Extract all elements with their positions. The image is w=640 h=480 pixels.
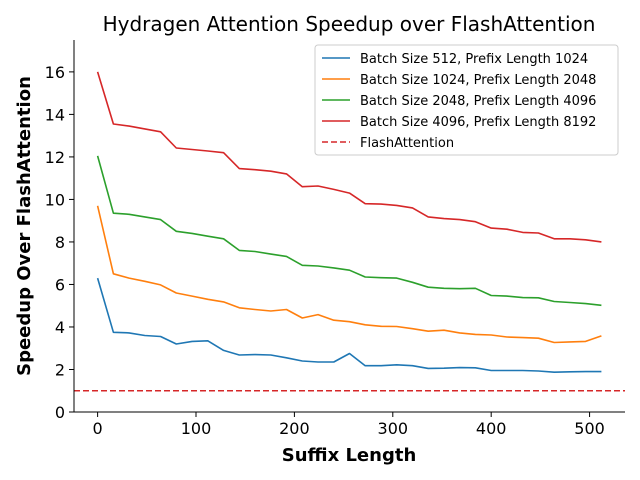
y-tick-label: 0 [55, 403, 65, 422]
y-axis-label: Speedup Over FlashAttention [14, 76, 35, 376]
legend-label-5: FlashAttention [360, 136, 454, 151]
y-tick-label: 6 [55, 275, 65, 294]
x-tick-label: 300 [378, 419, 409, 438]
plot-lines [74, 71, 625, 392]
y-tick-label: 8 [55, 233, 65, 252]
series-line-3 [96, 155, 602, 307]
series-line-1 [96, 277, 602, 374]
y-tick-label: 12 [45, 148, 65, 167]
y-tick-label: 14 [45, 105, 65, 124]
x-tick-label: 400 [476, 419, 507, 438]
axis-ticks: 0 100 200 300 400 500 0 2 4 6 8 10 12 14 16 [45, 63, 605, 438]
y-tick-label: 10 [45, 190, 65, 209]
x-tick-label: 500 [574, 419, 605, 438]
legend: Batch Size 512, Prefix Length 1024 Batch … [314, 44, 619, 156]
series-line-4 [96, 71, 602, 243]
x-tick-label: 100 [181, 419, 212, 438]
y-tick-label: 2 [55, 360, 65, 379]
x-axis-label: Suffix Length [282, 445, 417, 466]
y-tick-label: 4 [55, 318, 65, 337]
legend-box [314, 44, 619, 156]
x-tick-label: 200 [279, 419, 310, 438]
legend-label-4: Batch Size 4096, Prefix Length 8192 [360, 115, 596, 130]
legend-label-2: Batch Size 1024, Prefix Length 2048 [360, 73, 596, 88]
legend-label-1: Batch Size 512, Prefix Length 1024 [360, 52, 588, 67]
y-tick-label: 16 [45, 63, 65, 82]
x-tick-label: 0 [93, 419, 103, 438]
legend-label-3: Batch Size 2048, Prefix Length 4096 [360, 94, 596, 109]
series-line-2 [96, 205, 602, 344]
chart-title: Hydragen Attention Speedup over FlashAtt… [103, 12, 596, 36]
